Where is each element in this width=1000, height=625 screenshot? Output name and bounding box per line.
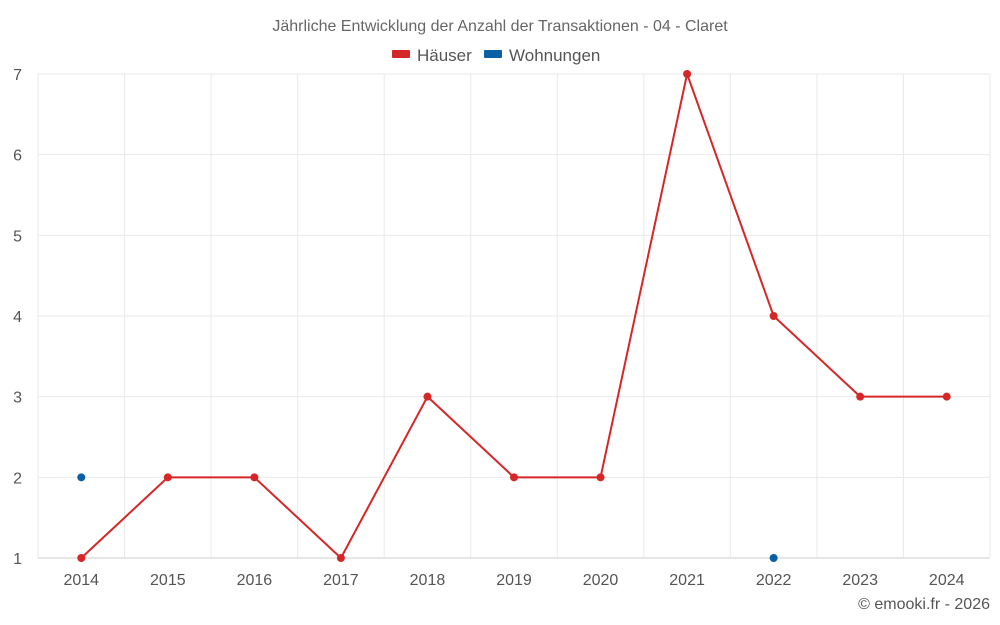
x-tick-label: 2017 [323,572,359,589]
series-0-point[interactable] [336,554,345,562]
series-0 [77,70,951,562]
y-tick-label: 6 [13,148,22,165]
series-0-point[interactable] [250,473,259,482]
x-axis-ticks: 2014 2015 2016 2017 2018 2019 2020 2021 2022 2023… [63,572,964,589]
x-tick-label: 2023 [842,572,878,589]
series-0-point[interactable] [423,392,432,401]
series-0-point[interactable] [683,70,692,78]
y-tick-label: 7 [13,67,22,84]
x-tick-label: 2015 [150,572,186,589]
x-tick-label: 2021 [669,572,705,589]
legend-swatch-series-0 [392,50,410,58]
y-tick-label: 4 [13,309,22,326]
x-tick-label: 2022 [756,572,792,589]
y-axis-ticks: 1 2 3 4 5 6 7 [13,67,22,568]
grid [37,73,991,559]
legend-label-series-0: Häuser [417,46,472,65]
legend-label-series-1: Wohnungen [509,46,600,65]
series-0-point[interactable] [510,473,518,482]
x-tick-label: 2019 [496,572,532,589]
series-1 [77,473,778,562]
series-0-point[interactable] [769,312,778,320]
x-tick-label: 2024 [929,572,965,589]
series-0-point[interactable] [163,473,172,482]
legend: Häuser Wohnungen [392,46,600,65]
legend-item-series-0[interactable]: Häuser [392,46,472,65]
series-1-point[interactable] [77,473,86,482]
y-tick-label: 1 [13,551,22,568]
x-tick-label: 2014 [63,572,99,589]
y-tick-label: 5 [13,228,22,245]
series-0-point[interactable] [77,554,86,562]
series-0-point[interactable] [942,392,951,401]
plot-area [77,70,951,562]
y-tick-label: 2 [13,470,22,487]
y-tick-label: 3 [13,390,22,407]
credit-text: © emooki.fr - 2026 [858,596,990,613]
chart-title: Jährliche Entwicklung der Anzahl der Tra… [272,18,728,35]
legend-swatch-series-1 [484,50,502,58]
legend-item-series-1[interactable]: Wohnungen [484,46,600,65]
x-tick-label: 2020 [583,572,619,589]
series-0-point[interactable] [856,392,865,401]
x-tick-label: 2016 [237,572,273,589]
series-1-point[interactable] [769,554,778,562]
x-tick-label: 2018 [410,572,446,589]
series-0-point[interactable] [596,473,605,482]
